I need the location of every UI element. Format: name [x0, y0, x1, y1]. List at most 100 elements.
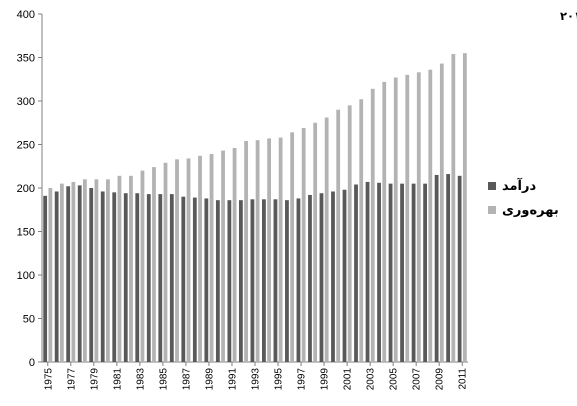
bar-productivity	[221, 150, 225, 362]
x-tick-label: 1985	[158, 368, 169, 391]
chart-title: نمودار ۲ : میزان رشد دستمزد واقعی و رشد …	[560, 9, 577, 24]
y-tick-label: 200	[17, 183, 35, 195]
bar-productivity	[267, 138, 272, 362]
y-tick-label: 100	[17, 270, 35, 282]
bar-productivity	[393, 77, 398, 362]
bar-income	[89, 188, 94, 362]
bar-income	[319, 193, 324, 362]
bar-productivity	[382, 81, 387, 363]
x-axis: 1975 1977 1979 1981 1983 1985 1987 1989 1991 1993…	[42, 361, 469, 391]
bar-productivity	[370, 88, 375, 362]
bar-productivity	[129, 175, 133, 362]
x-tick-label: 1983	[135, 368, 146, 391]
x-tick-label: 1991	[227, 368, 238, 391]
bar-income	[123, 193, 128, 362]
bar-productivity	[106, 179, 110, 362]
bar-income	[204, 198, 209, 362]
bar-income	[423, 183, 427, 362]
bar-productivity	[255, 140, 260, 362]
x-tick-label: 2005	[389, 368, 400, 391]
bar-productivity	[462, 53, 467, 363]
bar-productivity	[301, 127, 306, 362]
bar-income	[181, 196, 186, 362]
x-tick-label: 1993	[251, 368, 262, 391]
bar-productivity	[117, 175, 122, 362]
bar-income	[215, 200, 220, 362]
bar-productivity	[428, 69, 433, 363]
x-tick-label: 1981	[112, 368, 123, 391]
legend-swatch	[488, 206, 496, 214]
x-tick-label: 1999	[320, 368, 331, 391]
bar-productivity	[186, 158, 191, 362]
y-tick-label: 150	[17, 227, 35, 239]
bar-income	[100, 191, 105, 362]
y-tick-label: 50	[23, 314, 35, 326]
bar-productivity	[71, 181, 76, 362]
bar-productivity	[244, 141, 248, 362]
bar-productivity	[198, 155, 202, 362]
bar-productivity	[313, 122, 318, 362]
legend-swatch	[488, 182, 496, 190]
y-tick-label: 250	[17, 140, 35, 152]
x-tick-label: 1975	[43, 368, 54, 391]
bar-productivity	[209, 154, 214, 362]
x-tick-label: 1989	[204, 368, 215, 391]
bar-income	[250, 199, 255, 362]
legend-label: درآمد	[502, 177, 536, 194]
bar-income	[308, 194, 312, 362]
bar-productivity	[451, 54, 456, 363]
bar-income	[411, 183, 416, 362]
bar-productivity	[278, 137, 283, 362]
bar-productivity	[152, 167, 156, 362]
x-tick-label: 1987	[181, 368, 192, 391]
bar-productivity	[175, 159, 179, 362]
legend: درآمد بهره‌وری	[488, 177, 559, 218]
bar-income	[400, 183, 404, 362]
x-tick-label: 1977	[66, 368, 77, 391]
bar-productivity	[416, 72, 421, 362]
x-tick-label: 1997	[297, 368, 308, 391]
bar-productivity	[290, 132, 295, 362]
bar-productivity	[48, 188, 53, 362]
y-tick-label: 0	[29, 357, 35, 369]
bars	[43, 53, 467, 363]
bar-income	[238, 200, 243, 362]
bar-income	[285, 200, 289, 362]
bar-income	[146, 194, 151, 362]
bar-income	[192, 197, 197, 362]
bar-productivity	[163, 162, 168, 362]
bar-income	[158, 194, 163, 362]
bar-productivity	[439, 63, 444, 363]
y-tick-label: 350	[17, 53, 35, 65]
bar-productivity	[59, 183, 64, 362]
x-tick-label: 2009	[435, 368, 446, 391]
bar-income	[457, 175, 462, 362]
x-tick-label: 2007	[412, 368, 423, 391]
x-tick-label: 1979	[89, 368, 100, 391]
x-tick-label: 2011	[458, 368, 469, 390]
bar-productivity	[359, 99, 364, 362]
bar-income	[112, 192, 117, 362]
bar-productivity	[405, 74, 410, 363]
bar-income	[227, 200, 232, 362]
bar-income	[446, 174, 451, 362]
bar-income	[331, 191, 335, 362]
bar-income	[169, 194, 174, 362]
y-tick-label: 400	[17, 9, 35, 21]
bar-productivity	[140, 170, 145, 362]
bar-income	[434, 174, 439, 362]
bar-income	[365, 181, 370, 362]
bar-productivity	[232, 147, 237, 362]
y-tick-label: 300	[17, 96, 35, 108]
bar-productivity	[324, 117, 329, 362]
y-axis: 0 50 100 150 200 250 300 350 400	[17, 9, 43, 369]
bar-income	[54, 191, 59, 362]
bar-productivity	[83, 179, 87, 362]
bar-income	[135, 193, 140, 362]
bar-productivity	[94, 179, 99, 362]
bar-income	[342, 189, 347, 362]
x-tick-label: 2003	[366, 368, 377, 391]
x-tick-label: 2001	[343, 368, 354, 391]
